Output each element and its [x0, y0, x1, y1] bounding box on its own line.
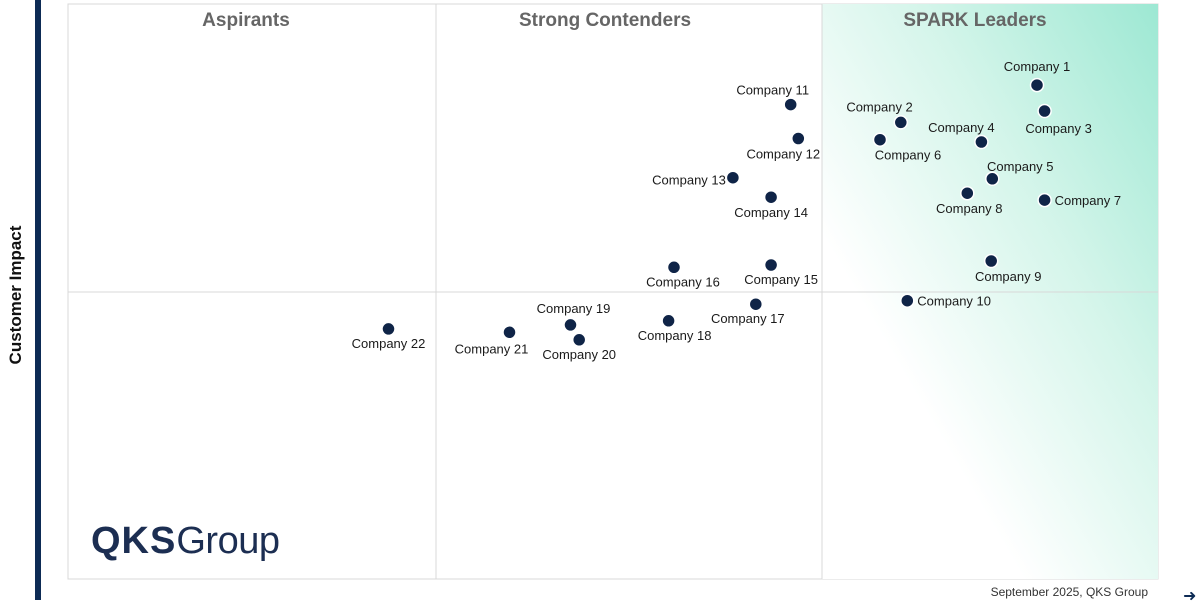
- data-point-company-21: [502, 325, 517, 340]
- data-label-company-17: Company 17: [711, 311, 785, 326]
- data-point-company-3: [1037, 103, 1052, 119]
- data-label-company-22: Company 22: [352, 336, 426, 351]
- data-label-company-16: Company 16: [646, 274, 720, 289]
- data-label-company-20: Company 20: [542, 347, 616, 362]
- data-label-company-19: Company 19: [537, 301, 611, 316]
- data-point-company-1: [1029, 77, 1045, 93]
- data-point-company-14: [763, 189, 779, 205]
- data-point-company-15: [763, 257, 779, 273]
- logo-strong: QKS: [91, 520, 177, 562]
- quadrant-title-strong-contenders: Strong Contenders: [519, 10, 691, 31]
- data-point-company-20: [571, 332, 587, 348]
- data-label-company-15: Company 15: [744, 272, 818, 287]
- data-label-company-1: Company 1: [1004, 59, 1070, 74]
- data-label-company-11: Company 11: [736, 83, 809, 98]
- data-label-company-21: Company 21: [455, 341, 529, 356]
- data-point-company-19: [563, 317, 578, 333]
- data-point-company-10: [900, 293, 915, 308]
- data-label-company-2: Company 2: [846, 99, 912, 114]
- data-label-company-9: Company 9: [975, 269, 1041, 284]
- x-axis-arrow-icon: ➜: [1183, 588, 1197, 605]
- y-axis-line: [35, 0, 41, 600]
- data-label-company-12: Company 12: [746, 147, 820, 162]
- quadrant-title-aspirants: Aspirants: [202, 10, 290, 31]
- data-label-company-5: Company 5: [987, 159, 1053, 174]
- data-point-company-22: [381, 321, 396, 337]
- data-point-company-5: [985, 171, 1000, 187]
- logo-rest: Group: [176, 520, 280, 562]
- data-label-company-7: Company 7: [1055, 193, 1121, 208]
- quadrant-title-spark-leaders: SPARK Leaders: [903, 10, 1046, 31]
- data-point-company-17: [748, 296, 764, 312]
- qks-group-logo: QKSGroup: [91, 520, 280, 563]
- data-label-company-14: Company 14: [734, 205, 808, 220]
- data-label-company-3: Company 3: [1025, 121, 1091, 136]
- data-label-company-6: Company 6: [875, 148, 941, 163]
- data-label-company-18: Company 18: [638, 328, 712, 343]
- data-point-company-11: [783, 97, 798, 112]
- data-point-company-12: [791, 131, 806, 146]
- data-label-company-8: Company 8: [936, 201, 1002, 216]
- data-point-company-6: [872, 132, 888, 147]
- data-point-company-8: [960, 185, 975, 201]
- footer-note: September 2025, QKS Group: [990, 585, 1148, 599]
- data-point-company-2: [893, 115, 909, 130]
- data-point-company-16: [666, 260, 682, 275]
- data-label-company-13: Company 13: [652, 173, 726, 188]
- data-point-company-4: [974, 134, 989, 150]
- data-label-company-10: Company 10: [917, 294, 991, 309]
- data-point-company-7: [1037, 192, 1052, 208]
- data-point-company-13: [725, 170, 741, 185]
- data-point-company-18: [661, 313, 676, 329]
- data-point-company-9: [983, 253, 999, 269]
- data-label-company-4: Company 4: [928, 120, 994, 135]
- points-layer: Company 1 Company 2 Company 3 Company 4 Comp…: [352, 59, 1121, 362]
